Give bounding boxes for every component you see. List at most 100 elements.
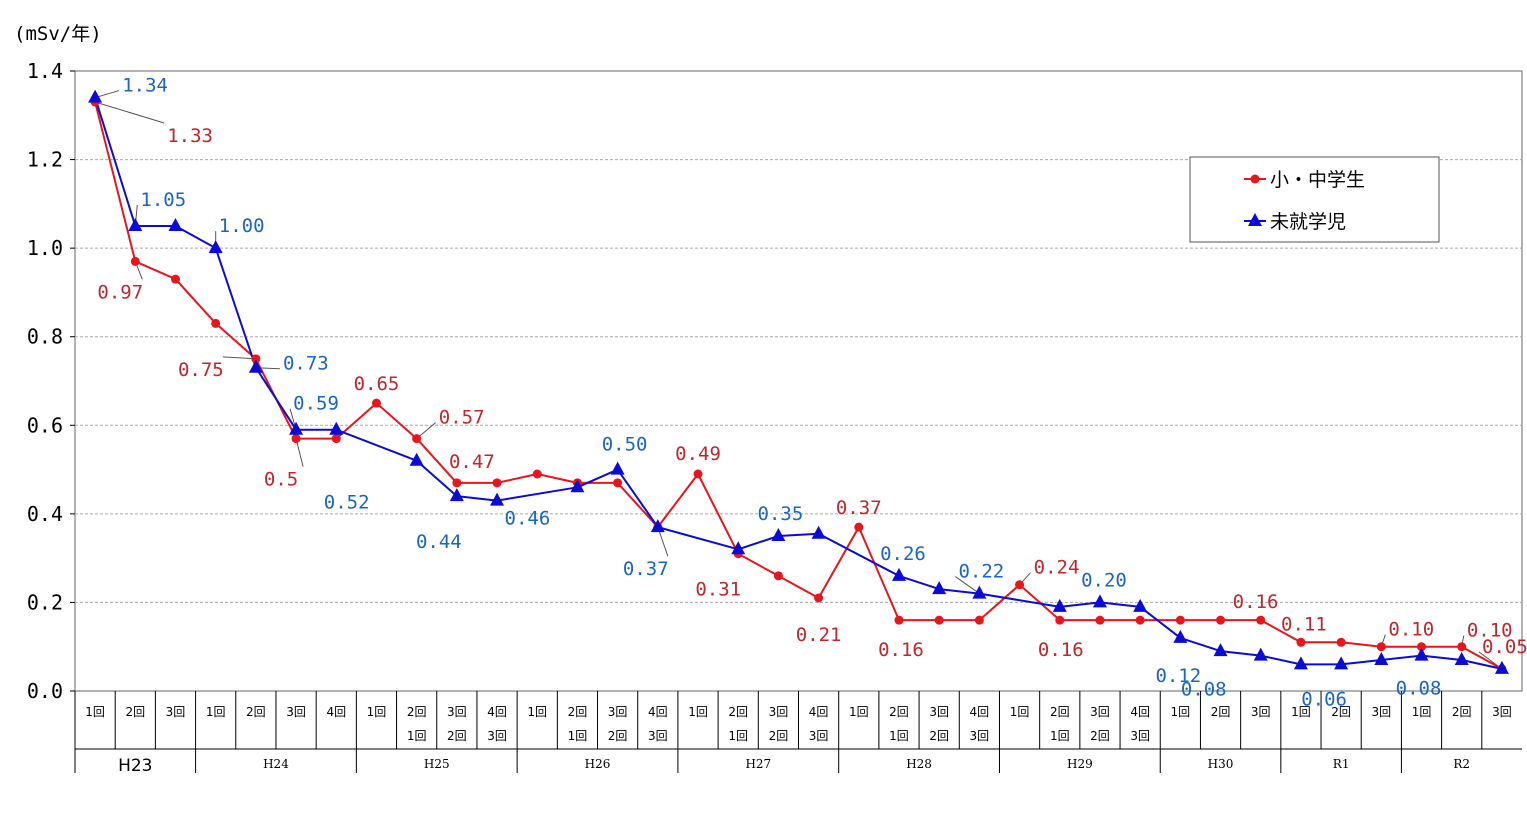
y-tick-label: 0.0 xyxy=(27,679,63,703)
data-label-students: 0.16 xyxy=(878,639,924,661)
data-point-students xyxy=(1336,637,1346,647)
leader-line xyxy=(295,438,304,467)
data-point-preschool xyxy=(811,525,826,539)
data-label-preschool: 0.50 xyxy=(602,434,648,456)
data-point-students xyxy=(894,615,904,625)
x-round-label: 3回 xyxy=(1371,705,1391,719)
data-point-preschool xyxy=(208,240,223,254)
data-point-preschool xyxy=(1052,598,1067,612)
x-round-label: 4回 xyxy=(1130,705,1150,719)
x-year-label: H23 xyxy=(118,756,152,776)
x-round-label: 2回 xyxy=(1452,705,1472,719)
data-label-students: 0.10 xyxy=(1388,619,1434,641)
data-point-preschool xyxy=(1173,629,1188,643)
x-round-label: 1回 xyxy=(1171,705,1191,719)
data-point-students xyxy=(1256,615,1266,625)
data-point-preschool xyxy=(650,519,665,533)
leader-line xyxy=(94,90,120,99)
data-label-students: 0.21 xyxy=(796,624,842,646)
data-point-students xyxy=(613,478,623,488)
x-round-label: 1回 xyxy=(367,705,387,719)
x-round-label: 2回 xyxy=(447,729,467,743)
data-label-students: 0.65 xyxy=(354,373,400,395)
data-point-preschool xyxy=(490,492,505,506)
data-point-students xyxy=(1417,642,1427,652)
x-round-label: 4回 xyxy=(970,705,990,719)
data-label-students: 0.37 xyxy=(836,497,882,519)
x-round-label: 2回 xyxy=(1050,705,1070,719)
data-point-students xyxy=(1055,615,1065,625)
x-year-label: H24 xyxy=(263,757,289,771)
data-label-students: 1.33 xyxy=(167,125,213,147)
data-point-students xyxy=(170,274,180,284)
data-point-students xyxy=(1015,580,1025,590)
x-year-label: H25 xyxy=(424,757,450,771)
data-label-students: 0.5 xyxy=(264,469,298,491)
y-tick-label: 1.2 xyxy=(27,148,63,172)
data-point-students xyxy=(331,434,341,444)
x-round-label: 3回 xyxy=(929,705,949,719)
y-tick-label: 1.0 xyxy=(27,236,63,260)
x-round-label: 1回 xyxy=(407,729,427,743)
x-round-label: 3回 xyxy=(970,729,990,743)
x-round-label: 3回 xyxy=(1251,705,1271,719)
x-axis: 1回 2回 3回 1回 2回 3回 4回 1回 2回 1回 3回 2回 4回 3回 1回 2回 1回 3回 2回 4回… xyxy=(74,691,1522,776)
x-year-label: R1 xyxy=(1333,757,1350,771)
data-label-students: 0.31 xyxy=(695,579,741,601)
x-round-label: 4回 xyxy=(809,705,829,719)
data-label-preschool: 1.34 xyxy=(122,75,168,97)
x-round-label: 1回 xyxy=(849,705,869,719)
x-round-label: 2回 xyxy=(246,705,266,719)
x-round-label: 2回 xyxy=(769,729,789,743)
data-point-students xyxy=(1175,615,1185,625)
data-point-preschool xyxy=(1454,652,1469,665)
legend-box xyxy=(1189,156,1440,243)
data-point-students xyxy=(1457,642,1467,652)
data-label-preschool: 1.05 xyxy=(140,189,186,211)
x-round-label: 2回 xyxy=(608,729,628,743)
x-round-label: 3回 xyxy=(809,729,829,743)
x-round-label: 1回 xyxy=(85,705,105,719)
data-point-students xyxy=(773,571,783,581)
x-round-label: 1回 xyxy=(889,729,909,743)
data-label-students: 0.75 xyxy=(178,359,224,381)
data-markers xyxy=(88,89,1509,674)
data-label-preschool: 0.26 xyxy=(880,543,926,565)
data-point-preschool xyxy=(1414,647,1429,661)
x-round-label: 1回 xyxy=(728,729,748,743)
data-point-students xyxy=(251,354,261,364)
data-point-preschool xyxy=(1374,652,1389,665)
data-label-students: 0.97 xyxy=(97,281,143,303)
x-round-label: 3回 xyxy=(769,705,789,719)
y-tick-label: 1.4 xyxy=(27,59,63,83)
data-point-students xyxy=(1216,615,1226,625)
y-tick-label: 0.6 xyxy=(27,413,63,437)
data-point-preschool xyxy=(932,581,947,595)
x-round-label: 3回 xyxy=(1492,705,1512,719)
data-label-preschool: 0.52 xyxy=(324,492,370,514)
data-label-students: 0.24 xyxy=(1034,557,1080,579)
legend-label-students: 小・中学生 xyxy=(1270,169,1365,191)
data-label-students: 0.47 xyxy=(449,451,495,473)
data-label-preschool: 0.08 xyxy=(1181,679,1227,701)
x-round-label: 1回 xyxy=(206,705,226,719)
series-line-students xyxy=(94,101,1503,670)
data-point-preschool xyxy=(1334,656,1349,670)
data-point-preschool xyxy=(168,218,183,231)
data-point-preschool xyxy=(1133,598,1148,612)
x-year-label: H29 xyxy=(1067,757,1093,771)
x-round-label: 3回 xyxy=(1090,705,1110,719)
data-point-preschool xyxy=(1494,660,1509,674)
data-label-students: 0.16 xyxy=(1233,591,1279,613)
x-round-label: 3回 xyxy=(1130,729,1150,743)
data-point-preschool xyxy=(449,488,464,502)
legend-marker-students xyxy=(1250,174,1260,184)
x-year-label: H26 xyxy=(585,757,611,771)
x-year-label: R2 xyxy=(1453,757,1470,771)
data-point-preschool xyxy=(771,528,786,541)
x-round-label: 2回 xyxy=(889,705,909,719)
x-round-label: 2回 xyxy=(1090,729,1110,743)
data-point-preschool xyxy=(329,421,344,435)
data-label-preschool: 1.00 xyxy=(219,215,265,237)
